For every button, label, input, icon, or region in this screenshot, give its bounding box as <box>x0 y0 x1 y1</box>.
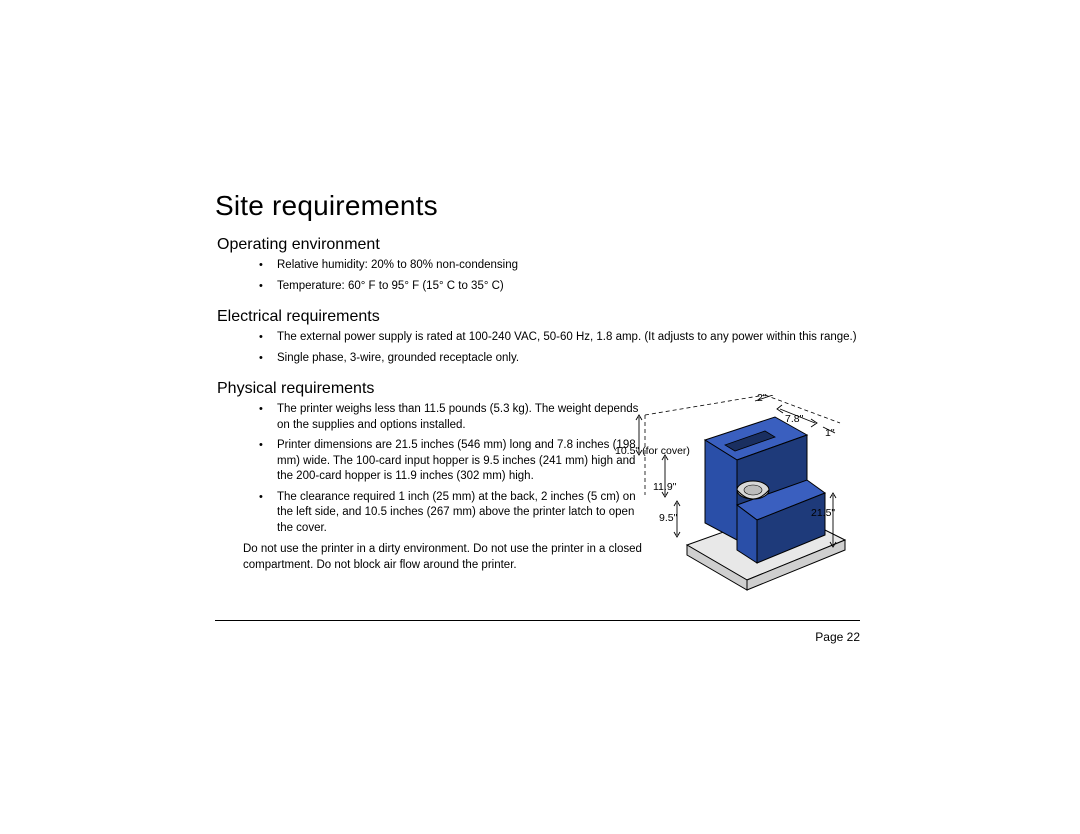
footer-rule <box>215 620 860 621</box>
physical-list: The printer weighs less than 11.5 pounds… <box>215 402 650 536</box>
operating-list: Relative humidity: 20% to 80% non-conden… <box>215 258 860 294</box>
dim-label-side-clearance: 2" <box>757 392 767 404</box>
list-item: The printer weighs less than 11.5 pounds… <box>265 402 650 433</box>
printer-dimensions-diagram: 10.5" (for cover) 11.9" 9.5" 2" 7.8" 1" … <box>625 395 865 595</box>
page-title: Site requirements <box>215 190 860 222</box>
dim-label-height-200: 11.9" <box>653 481 676 493</box>
document-page: Site requirements Operating environment … <box>0 0 1080 834</box>
dim-label-top-clearance: 10.5" (for cover) <box>615 445 690 457</box>
printer-diagram-svg <box>625 395 865 595</box>
list-item: Single phase, 3-wire, grounded receptacl… <box>265 351 860 367</box>
dim-label-length: 21.5" <box>811 507 835 519</box>
section-heading-electrical: Electrical requirements <box>217 308 860 326</box>
list-item: The external power supply is rated at 10… <box>265 330 860 346</box>
list-item: Relative humidity: 20% to 80% non-conden… <box>265 258 860 274</box>
list-item: Temperature: 60° F to 95° F (15° C to 35… <box>265 279 860 295</box>
dim-label-width: 7.8" <box>785 413 803 425</box>
list-item: Printer dimensions are 21.5 inches (546 … <box>265 438 650 485</box>
physical-note: Do not use the printer in a dirty enviro… <box>243 542 643 573</box>
section-heading-operating: Operating environment <box>217 236 860 254</box>
dim-label-height-100: 9.5" <box>659 512 677 524</box>
dim-label-back-clearance: 1" <box>825 427 835 439</box>
page-number: Page 22 <box>815 630 860 644</box>
list-item: The clearance required 1 inch (25 mm) at… <box>265 490 650 537</box>
electrical-list: The external power supply is rated at 10… <box>215 330 860 366</box>
